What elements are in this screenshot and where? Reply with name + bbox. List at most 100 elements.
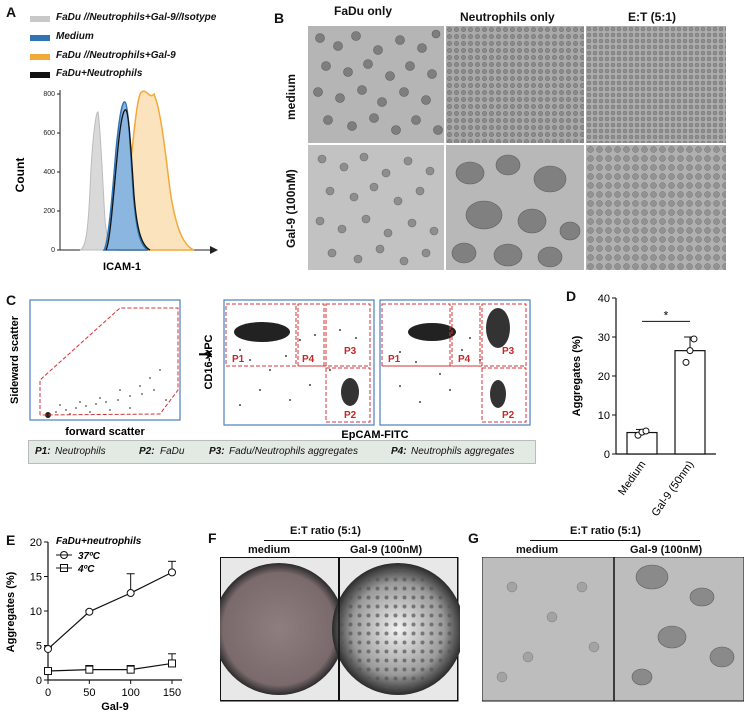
line-chart-title: FaDu+neutrophils bbox=[56, 536, 142, 547]
gate-legend-key: P1: bbox=[35, 446, 51, 457]
bar-ytick-label: 40 bbox=[598, 293, 610, 305]
gate-label-p4: P4 bbox=[458, 354, 471, 365]
micro-row-header-gal9: Gal-9 (100nM) bbox=[284, 169, 298, 248]
gate-label-p2: P2 bbox=[502, 410, 515, 421]
panel-label-f: F bbox=[208, 530, 217, 546]
micro-col-header-neutro: Neutrophils only bbox=[460, 10, 555, 24]
line-xtick-label: 0 bbox=[45, 687, 51, 699]
line-ytick-label: 15 bbox=[30, 572, 42, 584]
bar-ytick-label: 0 bbox=[604, 449, 610, 461]
gate-plot-gal9-dots bbox=[399, 308, 510, 408]
bar-1 bbox=[674, 350, 706, 455]
bar-point bbox=[642, 427, 650, 435]
line-ytick-label: 20 bbox=[30, 537, 42, 549]
line-x-label: Gal-9 bbox=[101, 701, 129, 713]
bar-0 bbox=[626, 431, 658, 455]
micrograph-g-gal9 bbox=[631, 564, 735, 686]
gate-legend-key: P2: bbox=[139, 446, 155, 457]
gate-legend-text: FaDu bbox=[160, 446, 185, 457]
gate-label-p1: P1 bbox=[232, 354, 245, 365]
panel-g-title-rule bbox=[530, 540, 700, 541]
bar-ytick-label: 10 bbox=[598, 410, 610, 422]
gate-legend-text: Neutrophils bbox=[55, 446, 106, 457]
gate-x-label: EpCAM-FITC bbox=[341, 429, 408, 440]
hist-ytick: 400 bbox=[43, 169, 55, 176]
panel-f-title-rule bbox=[264, 540, 404, 541]
legend-label-37c: 37ºC bbox=[78, 551, 101, 562]
legend-label-isotype: FaDu //Neutrophils+Gal-9//Isotype bbox=[56, 12, 217, 23]
hist-isotype-curve bbox=[79, 111, 117, 251]
legend-swatch-medium bbox=[30, 35, 50, 41]
line-point-4c bbox=[168, 659, 176, 668]
gate-label-p3: P3 bbox=[344, 346, 357, 357]
gate-y-label: CD16-APC bbox=[203, 334, 215, 389]
line-series-1 bbox=[47, 662, 173, 672]
line-point-37c bbox=[168, 568, 176, 577]
arrow-right-icon: ➔ bbox=[198, 344, 213, 364]
gate-plot-medium-frame bbox=[223, 299, 375, 426]
micrograph-neutro-gal9 bbox=[446, 145, 584, 270]
gate-legend-key: P3: bbox=[209, 446, 225, 457]
panel-g-col-medium: medium bbox=[516, 544, 559, 556]
line-xtick-label: 50 bbox=[83, 687, 95, 699]
panel-f-title: E:T ratio (5:1) bbox=[290, 525, 361, 537]
fsc-ssc-x-label: forward scatter bbox=[65, 426, 145, 438]
bar-category-label: Medium bbox=[616, 459, 648, 498]
gate-legend-text: Neutrophils aggregates bbox=[411, 446, 515, 457]
line-xtick-label: 100 bbox=[121, 687, 139, 699]
fsc-ssc-y-label: Sideward scatter bbox=[9, 315, 21, 404]
gate-legend-box: P1: Neutrophils P2: FaDu P3: Fadu/Neutro… bbox=[28, 440, 536, 464]
line-point-37c bbox=[126, 589, 135, 598]
panel-label-c: C bbox=[6, 292, 17, 308]
panel-a-histogram: 0 200 400 600 800 Count ICAM-1 bbox=[13, 90, 218, 273]
panel-g-title: E:T ratio (5:1) bbox=[570, 525, 641, 537]
panel-label-e: E bbox=[6, 532, 16, 548]
gate-label-p4: P4 bbox=[302, 354, 315, 365]
micrograph-et-gal9 bbox=[586, 145, 726, 270]
legend-swatch-gal9 bbox=[30, 54, 50, 60]
micrograph-fadu-gal9 bbox=[308, 145, 444, 270]
hist-ytick: 600 bbox=[43, 130, 55, 137]
legend-label-medium: Medium bbox=[56, 31, 94, 42]
gate-label-p3: P3 bbox=[502, 346, 515, 357]
panel-g-micrographs bbox=[482, 557, 744, 702]
bar-y-label: Aggregates (%) bbox=[571, 335, 583, 416]
fsc-ssc-plot-frame bbox=[29, 299, 181, 421]
line-point-4c bbox=[85, 665, 94, 674]
bar-category-label: Gal-9 (50nm) bbox=[649, 459, 696, 519]
panel-g-col-gal9: Gal-9 (100nM) bbox=[630, 544, 703, 556]
significance-star: * bbox=[664, 308, 669, 322]
gate-label-p1: P1 bbox=[388, 354, 401, 365]
micro-col-header-et: E:T (5:1) bbox=[628, 10, 676, 24]
micrograph-et-medium bbox=[586, 26, 726, 143]
hist-fadu-neutro-curve bbox=[105, 109, 151, 251]
line-xtick-label: 150 bbox=[163, 687, 181, 699]
bar-point bbox=[686, 347, 694, 355]
line-ytick-label: 5 bbox=[36, 641, 42, 653]
panel-f-col-gal9: Gal-9 (100nM) bbox=[350, 544, 423, 556]
fsc-ssc-dots bbox=[45, 369, 167, 418]
hist-ytick: 200 bbox=[43, 208, 55, 215]
bar-ytick-label: 20 bbox=[598, 371, 610, 383]
legend-label-gal9: FaDu //Neutrophils+Gal-9 bbox=[56, 50, 176, 61]
panel-e-line-chart: 0 5 10 15 20 0 50 100 150 FaDu+neutrophils 37ºC… bbox=[5, 536, 182, 713]
line-y-label: Aggregates (%) bbox=[5, 571, 17, 652]
hist-x-arrow-icon bbox=[210, 246, 218, 254]
panel-label-a: A bbox=[6, 4, 17, 20]
line-series-0 bbox=[47, 571, 173, 650]
gate-label-p2: P2 bbox=[344, 410, 357, 421]
micro-col-header-fadu: FaDu only bbox=[334, 4, 393, 18]
micro-row-header-medium: medium bbox=[284, 73, 298, 120]
fsc-ssc-gate bbox=[39, 307, 179, 416]
hist-x-label: ICAM-1 bbox=[103, 261, 141, 273]
gate-plot-medium-dots bbox=[234, 322, 359, 406]
legend-swatch-isotype bbox=[30, 16, 50, 22]
gate-legend-text: Fadu/Neutrophils aggregates bbox=[229, 446, 358, 457]
hist-ytick: 0 bbox=[51, 247, 55, 254]
gate-legend-key: P4: bbox=[391, 446, 407, 457]
well-medium bbox=[220, 563, 345, 695]
bar-point bbox=[682, 358, 690, 366]
line-ytick-label: 10 bbox=[30, 606, 42, 618]
panel-d-bar-chart: 0 10 20 30 40 Aggregates (%) * Medium Gal-9 … bbox=[571, 293, 716, 519]
micrograph-neutro-medium bbox=[446, 26, 584, 143]
